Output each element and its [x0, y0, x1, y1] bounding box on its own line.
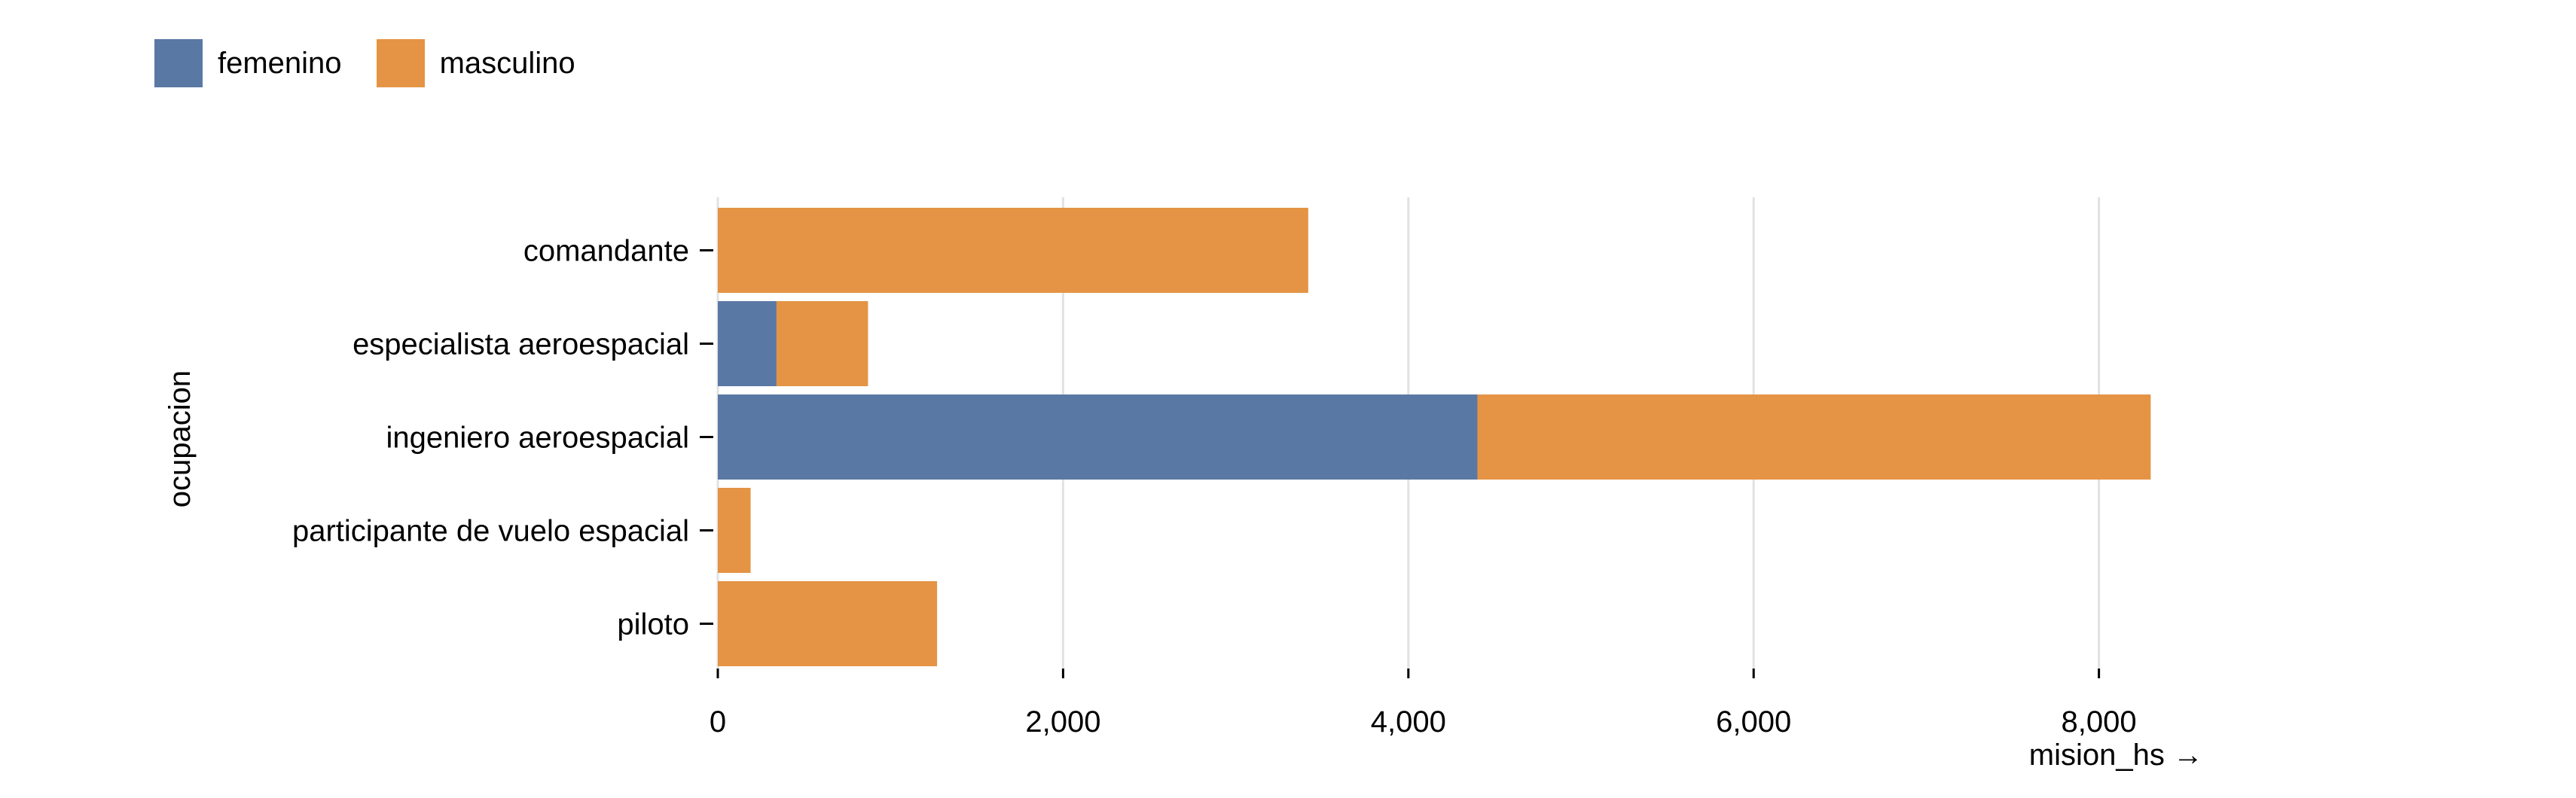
y-tick-label-especialista-aeroespacial: especialista aeroespacial: [353, 328, 689, 361]
bar-ingeniero-aeroespacial-femenino: [718, 394, 1478, 480]
bar-comandante-masculino: [718, 208, 1308, 293]
bar-especialista-aeroespacial-masculino: [776, 301, 868, 386]
x-tick-label-2000: 2,000: [1025, 705, 1100, 739]
x-tick-label-0: 0: [710, 705, 726, 739]
bar-participante-de-vuelo-espacial-masculino: [718, 488, 751, 573]
bars: [718, 208, 2151, 666]
x-tick-label-4000: 4,000: [1371, 705, 1446, 739]
legend-item-femenino: femenino: [154, 39, 342, 87]
y-tick-label-ingeniero-aeroespacial: ingeniero aeroespacial: [386, 422, 690, 455]
y-tick-label-comandante: comandante: [523, 235, 689, 268]
x-axis: 0 2,000 4,000 6,000 8,000: [710, 669, 2137, 739]
legend-swatch-masculino: [376, 39, 425, 87]
bar-especialista-aeroespacial-femenino: [718, 301, 777, 386]
legend-label-masculino: masculino: [439, 47, 575, 80]
x-axis-label: mision_hs →: [2029, 739, 2203, 772]
bar-piloto-masculino: [718, 581, 938, 666]
x-tick-label-6000: 6,000: [1716, 705, 1791, 739]
x-tick-label-8000: 8,000: [2062, 705, 2137, 739]
y-tick-label-piloto: piloto: [617, 608, 689, 641]
y-axis-label: ocupacion: [163, 370, 197, 507]
legend-swatch-femenino: [154, 39, 203, 87]
y-tick-label-participante-de-vuelo-espacial: participante de vuelo espacial: [292, 515, 689, 548]
legend-item-masculino: masculino: [376, 39, 575, 87]
legend: femenino masculino: [154, 39, 575, 87]
bar-ingeniero-aeroespacial-masculino: [1477, 394, 2151, 480]
legend-label-femenino: femenino: [218, 47, 342, 80]
y-axis: comandante especialista aeroespacial ingen…: [292, 235, 713, 641]
